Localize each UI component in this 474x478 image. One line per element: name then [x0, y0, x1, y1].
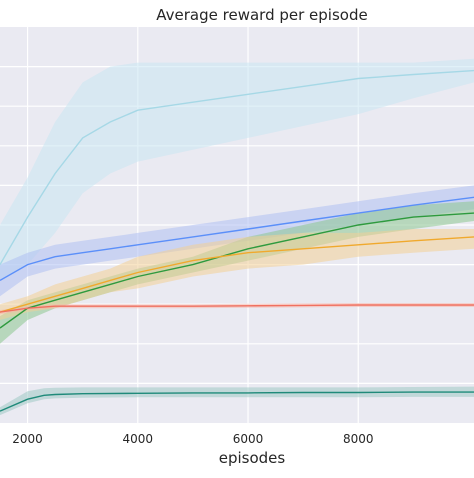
series-6-line [0, 391, 474, 412]
x-tick-label: 8000 [343, 432, 374, 446]
series-lines [0, 69, 474, 412]
series-4-line [0, 236, 474, 313]
x-tick-label: 6000 [233, 432, 264, 446]
chart-title: Average reward per episode [156, 6, 367, 24]
series-3-line [0, 212, 474, 329]
x-tick-label: 2000 [12, 432, 43, 446]
x-axis-label: episodes [219, 449, 286, 467]
x-tick-label: 4000 [123, 432, 154, 446]
series-2-line [0, 196, 474, 282]
x-tick-labels: 2000 4000 6000 8000 [12, 432, 373, 446]
series-4-band [0, 229, 474, 320]
series-1-band [0, 58, 474, 281]
series-5-line [0, 304, 474, 313]
series-1-line [0, 69, 474, 265]
